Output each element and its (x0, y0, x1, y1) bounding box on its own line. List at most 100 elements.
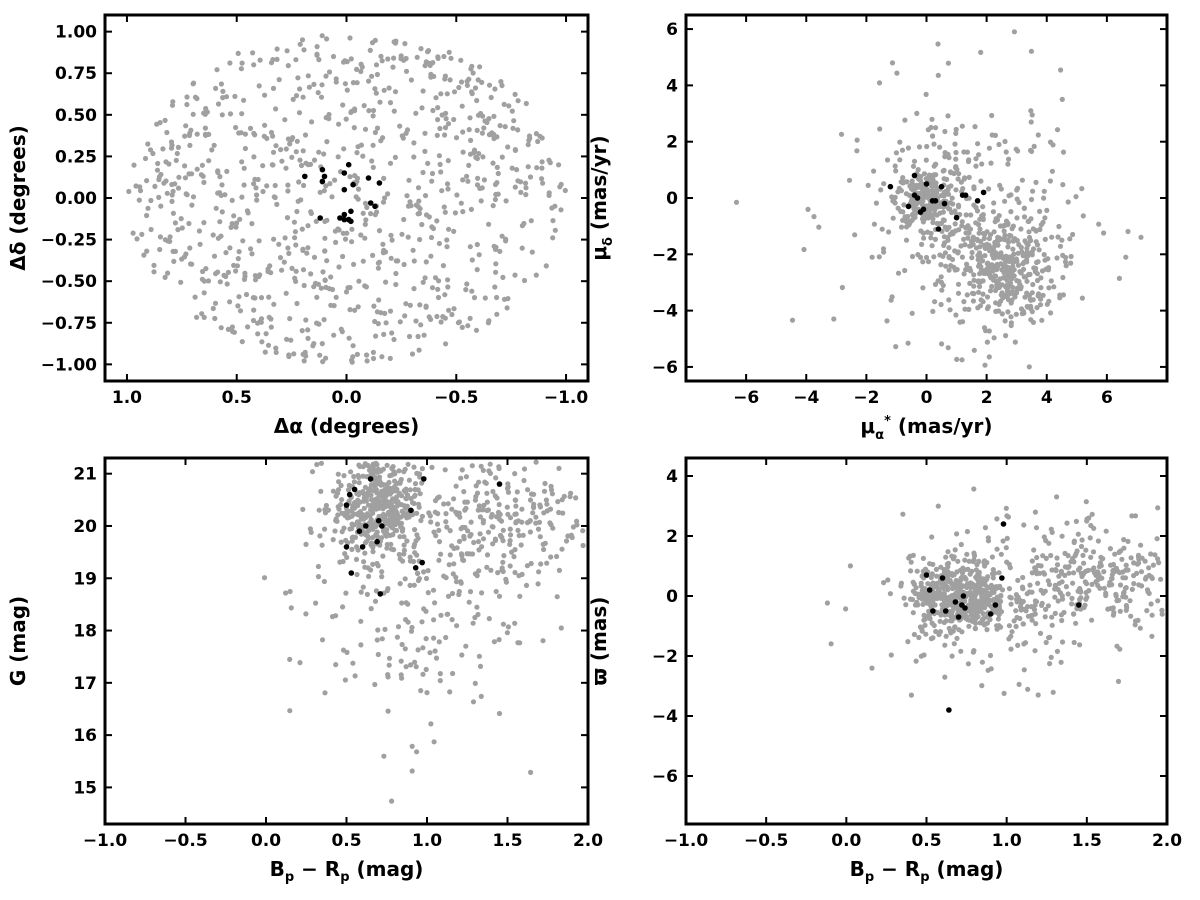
panel-3: −1.0 −0.5 0.0 0.5 1.0 1.5 2.015161718192021Bp … (6, 456, 603, 885)
field-star-point (194, 131, 200, 137)
field-star-point (251, 62, 257, 68)
field-star-point (519, 571, 525, 578)
field-star-point (255, 320, 261, 326)
field-star-point (486, 616, 492, 622)
field-star-point (385, 674, 391, 680)
field-star-point (362, 283, 368, 289)
field-star-point (450, 670, 456, 677)
field-star-point (1024, 278, 1030, 284)
field-star-point (377, 490, 383, 496)
field-star-point (1042, 215, 1048, 221)
field-star-point (360, 210, 366, 216)
field-star-point (414, 749, 420, 755)
field-star-point (364, 204, 370, 210)
field-star-point (320, 269, 326, 275)
field-star-point (831, 316, 837, 322)
field-star-point (362, 221, 368, 227)
field-star-point (383, 493, 389, 499)
field-star-point (519, 506, 525, 512)
member-star-point (942, 608, 949, 614)
field-star-point (416, 504, 422, 510)
field-star-point (1017, 615, 1023, 622)
field-star-point (942, 128, 948, 135)
field-star-point (1008, 595, 1014, 601)
field-star-point (978, 297, 984, 303)
field-star-point (338, 482, 344, 489)
field-star-point (414, 54, 420, 60)
field-star-point (961, 236, 967, 242)
x-tick-label: −0.5 (744, 831, 788, 851)
field-star-point (319, 82, 325, 88)
field-star-point (957, 319, 963, 325)
field-star-point (563, 538, 570, 544)
field-star-point (392, 154, 398, 160)
field-star-point (343, 590, 349, 596)
field-star-point (965, 661, 972, 667)
field-star-point (531, 505, 537, 511)
member-star-point (341, 211, 348, 218)
field-star-point (373, 588, 379, 594)
field-star-point (227, 299, 233, 305)
field-star-point (1057, 243, 1064, 249)
field-star-point (355, 503, 361, 509)
field-star-point (1028, 303, 1034, 309)
field-star-point (357, 463, 363, 470)
field-star-point (278, 147, 284, 153)
field-star-point (239, 159, 245, 165)
field-star-point (320, 359, 326, 365)
field-star-point (546, 157, 552, 163)
field-star-point (1069, 595, 1075, 602)
field-star-point (1033, 227, 1039, 234)
field-star-point (375, 563, 381, 569)
field-star-point (530, 510, 536, 516)
member-star-point (377, 591, 384, 597)
x-tick-label: 0.0 (331, 388, 361, 408)
field-star-point (1116, 275, 1122, 281)
field-star-point (946, 184, 952, 190)
field-star-point (884, 157, 891, 163)
member-star-point (319, 166, 326, 173)
field-star-point (971, 553, 978, 559)
field-star-point (287, 588, 293, 595)
field-star-point (959, 574, 965, 581)
field-star-point (1079, 537, 1085, 543)
field-star-point (469, 463, 475, 469)
y-axis-label: Δδ (degrees) (6, 125, 30, 271)
field-star-point (493, 244, 499, 250)
field-star-point (956, 171, 962, 177)
field-star-point (314, 461, 320, 468)
field-star-point (476, 479, 482, 485)
field-star-point (271, 236, 277, 242)
field-star-point (176, 174, 182, 180)
field-star-point (250, 317, 257, 324)
field-star-point (175, 227, 181, 233)
field-star-point (397, 534, 403, 540)
field-star-point (466, 76, 472, 82)
field-star-point (405, 492, 411, 498)
field-star-point (183, 251, 189, 257)
field-star-point (161, 180, 167, 186)
field-star-point (1023, 257, 1029, 264)
field-star-point (437, 125, 443, 132)
field-star-point (425, 49, 431, 55)
field-star-point (295, 75, 301, 81)
field-star-point (1059, 639, 1066, 645)
field-star-point (214, 67, 220, 73)
field-star-point (408, 77, 414, 83)
field-star-point (471, 295, 478, 301)
field-star-point (991, 200, 997, 206)
field-star-point (375, 627, 381, 633)
field-star-point (374, 469, 380, 475)
field-star-point (531, 491, 537, 497)
field-star-point (399, 231, 405, 237)
field-star-point (523, 582, 530, 589)
field-star-point (921, 171, 928, 177)
field-star-point (162, 117, 168, 123)
field-star-point (484, 552, 491, 558)
field-star-point (273, 345, 279, 351)
field-star-point (824, 600, 831, 606)
field-star-point (900, 180, 906, 186)
field-star-point (1031, 143, 1037, 149)
field-star-point (947, 577, 953, 583)
field-star-point (949, 613, 956, 619)
